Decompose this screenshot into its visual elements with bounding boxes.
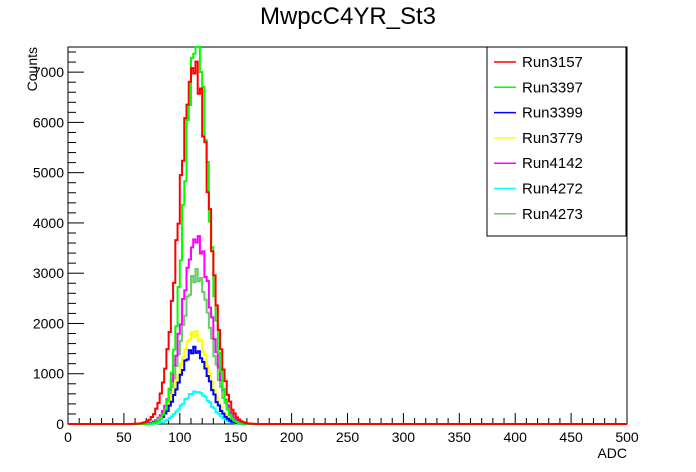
legend-label: Run4273: [522, 206, 583, 223]
legend-label: Run3399: [522, 105, 583, 122]
x-tick-label: 350: [448, 429, 472, 445]
legend: Run3157 Run3397 Run3399 Run3779 Run4142 Run42…: [486, 46, 627, 237]
legend-label: Run4272: [522, 181, 583, 198]
y-tick-label: 4000: [33, 215, 64, 231]
series-group: [68, 46, 627, 425]
series-line-run3779: [68, 330, 627, 425]
series-line-run4273: [68, 268, 627, 425]
x-tick-label: 500: [615, 429, 639, 445]
x-tick-label: 300: [392, 429, 416, 445]
y-tick-label: 6000: [33, 114, 64, 130]
series-line-run3157: [68, 60, 627, 425]
x-tick-label: 250: [336, 429, 360, 445]
y-tick-label: 1000: [33, 366, 64, 382]
x-tick-label: 400: [504, 429, 528, 445]
x-axis: 0 50 100 150 200 250 300 350 400 450 500: [64, 413, 639, 445]
y-tick-label: 0: [56, 416, 64, 432]
series-line-run4142: [68, 235, 627, 425]
x-tick-label: 150: [224, 429, 248, 445]
legend-box: [486, 46, 627, 237]
y-axis-title: Counts: [24, 47, 40, 91]
y-axis: 0 1000 2000 3000 4000 5000 6000 7000: [33, 51, 84, 432]
legend-label: Run4142: [522, 155, 583, 172]
legend-label: Run3157: [522, 54, 583, 71]
series-line-run3399: [68, 345, 627, 425]
x-axis-title: ADC: [597, 445, 627, 461]
y-tick-label: 2000: [33, 315, 64, 331]
x-tick-label: 50: [116, 429, 132, 445]
legend-label: Run3397: [522, 79, 583, 96]
x-tick-label: 100: [168, 429, 192, 445]
x-tick-label: 200: [280, 429, 304, 445]
legend-label: Run3779: [522, 130, 583, 147]
chart-title: MwpcC4YR_St3: [260, 3, 436, 30]
y-tick-label: 5000: [33, 165, 64, 181]
y-tick-label: 7000: [33, 64, 64, 80]
x-tick-label: 450: [559, 429, 583, 445]
x-tick-label: 0: [64, 429, 72, 445]
y-tick-label: 3000: [33, 265, 64, 281]
